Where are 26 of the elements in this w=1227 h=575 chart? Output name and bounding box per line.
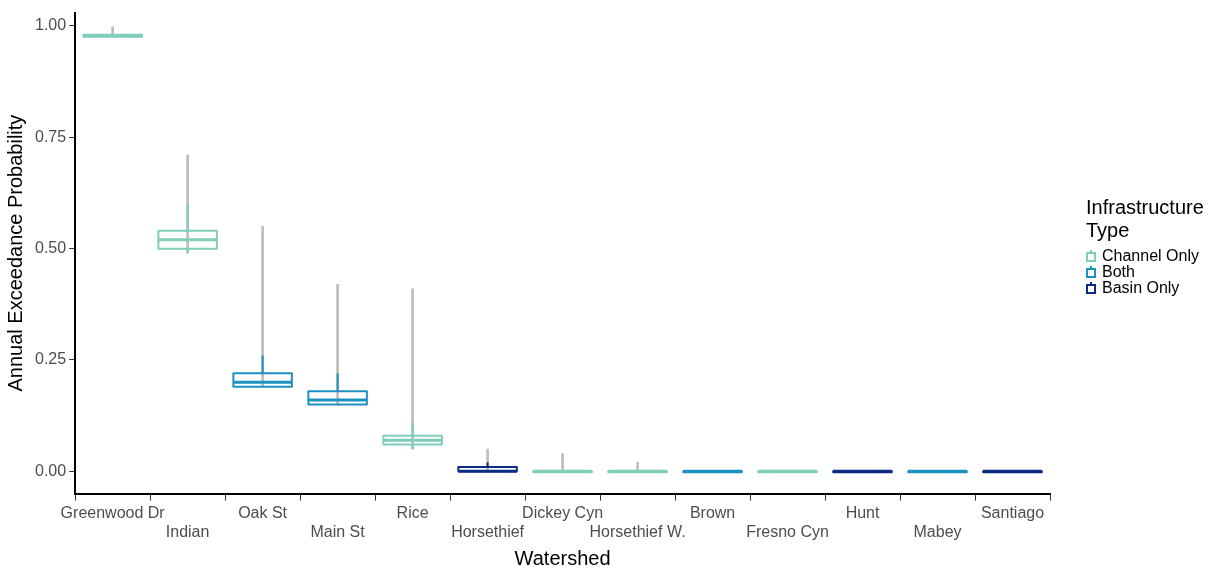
y-tick-label: 0.25: [35, 350, 67, 368]
x-tick-label: Horsethief: [451, 522, 525, 540]
x-axis-title: Watershed: [514, 546, 611, 569]
x-tick-label: Rice: [396, 503, 429, 521]
y-tick-label: 0.00: [35, 461, 67, 479]
legend-label: Channel Only: [1102, 247, 1199, 265]
y-axis-title: Annual Exceedance Probability: [3, 114, 26, 392]
x-tick-label: Dickey Cyn: [522, 503, 604, 521]
x-tick-label: Indian: [165, 522, 210, 540]
legend-title: Infrastructure Type: [1086, 196, 1205, 242]
legend-label: Both: [1102, 263, 1135, 281]
legend-label: Basin Only: [1102, 279, 1180, 297]
x-tick-label: Santiago: [980, 503, 1045, 521]
x-tick-label: Brown: [689, 503, 736, 521]
x-tick-label: Main St: [310, 522, 366, 540]
x-tick-label: Hunt: [845, 503, 880, 521]
x-tick-label: Mabey: [913, 522, 962, 540]
x-tick-label: Fresno Cyn: [746, 522, 829, 540]
bar: [636, 462, 639, 472]
y-tick-label: 0.75: [35, 127, 67, 145]
x-tick-label: Oak St: [238, 503, 288, 521]
y-tick-label: 1.00: [35, 16, 67, 34]
bar: [561, 453, 564, 472]
x-tick-label: Greenwood Dr: [60, 503, 166, 521]
x-tick-label: Horsethief W.: [589, 522, 686, 540]
y-tick-label: 0.50: [35, 239, 67, 257]
